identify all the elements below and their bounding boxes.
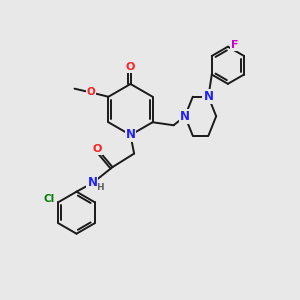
- Text: F: F: [231, 40, 238, 50]
- Text: O: O: [126, 62, 135, 72]
- Text: N: N: [203, 90, 213, 103]
- Text: N: N: [180, 110, 190, 123]
- Text: O: O: [93, 144, 102, 154]
- Text: Cl: Cl: [44, 194, 55, 204]
- Text: O: O: [87, 87, 95, 97]
- Text: N: N: [87, 176, 98, 189]
- Text: N: N: [125, 128, 136, 142]
- Text: H: H: [96, 183, 104, 192]
